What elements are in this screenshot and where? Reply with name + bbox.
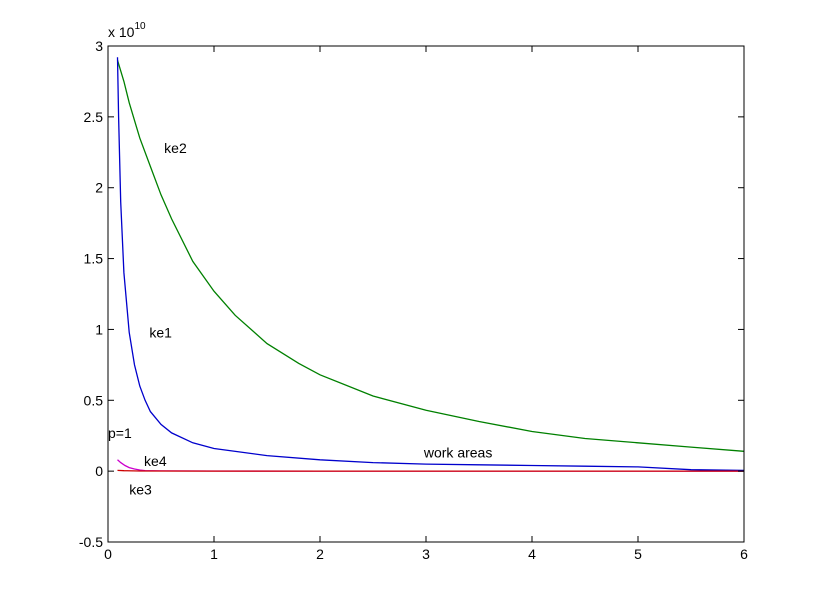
series-layer [116,57,745,472]
annotation-label: ke1 [149,324,172,340]
series-line-0 [116,60,745,452]
annotation-label: ke3 [129,482,152,498]
y-multiplier-exponent: 10 [134,21,146,32]
annotation-label: ke2 [164,140,187,156]
annotation-label: p=1 [108,425,132,441]
x-tick-label: 3 [422,546,430,562]
y-tick-label: 2 [95,180,103,196]
y-multiplier-base: x 10 [108,24,135,40]
x-tick-label: 2 [316,546,324,562]
series-line-3 [117,469,744,472]
y-tick-label: 0.5 [84,392,104,408]
x-tick-label: 6 [740,546,748,562]
annotation-label: work areas [423,445,492,461]
x-tick-label: 4 [528,546,536,562]
y-tick-label: 2.5 [84,109,104,125]
ticks-layer: 0 1 2 3 4 5 6-0.500.511.522.53 [79,38,748,562]
y-tick-label: -0.5 [79,534,103,550]
annotation-label: ke4 [144,453,167,469]
y-multiplier-label: x 1010 [108,21,146,40]
y-tick-label: 3 [95,38,103,54]
y-tick-label: 1 [95,321,103,337]
annotation-layer: ke2 ke1 p=1 ke4 ke3 work areas [108,140,492,498]
x-tick-label: 5 [634,546,642,562]
y-tick-label: 0 [95,463,103,479]
x-tick-label: 1 [210,546,218,562]
y-tick-label: 1.5 [84,251,104,267]
x-tick-label: 0 [104,546,112,562]
series-line-1 [116,57,745,472]
